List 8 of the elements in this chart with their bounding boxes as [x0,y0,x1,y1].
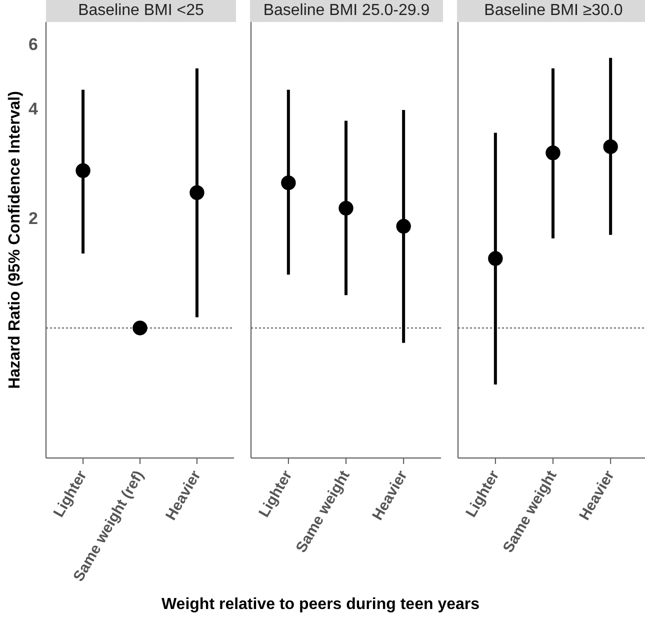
y-tick-label: 4 [28,99,39,118]
chart-title: Baseline BMI 25.0-29.9 [250,0,443,22]
chart-title: Baseline BMI ≥30.0 [457,0,645,22]
x-axis-title: Weight relative to peers during teen years [160,596,481,614]
y-tick-label: 6 [28,35,38,54]
y-tick-label: 2 [28,209,38,228]
y-axis-title: Hazard Ratio (95% Confidence Interval) [6,91,24,389]
chart-title: Baseline BMI <25 [46,0,236,22]
